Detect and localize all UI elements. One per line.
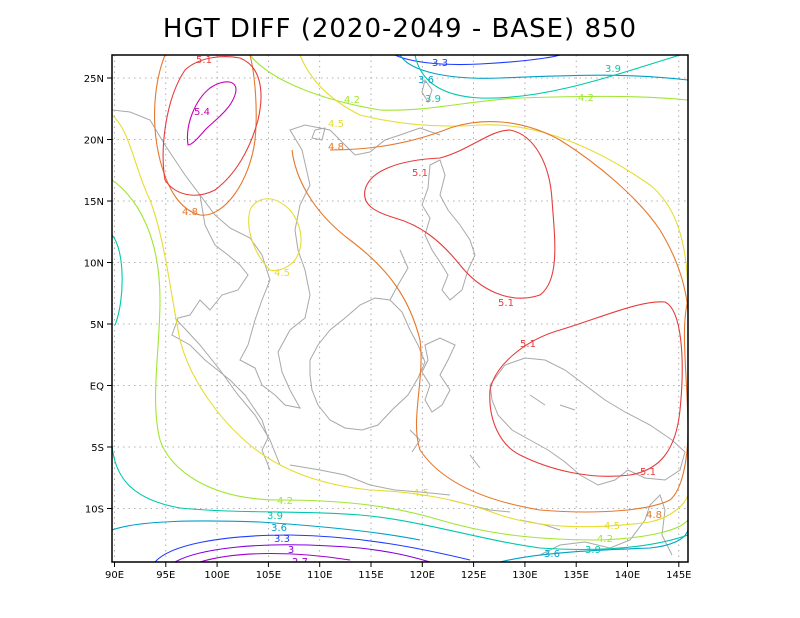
contour-label: 5.1 (520, 339, 536, 350)
latitude-labels: 25N 20N 15N 10N 5N EQ 5S 10S (84, 74, 104, 516)
coastlines (112, 78, 686, 556)
contour-5-4 (186, 81, 237, 146)
lon-tick-label: 120E (410, 570, 435, 581)
lon-tick-label: 130E (512, 570, 537, 581)
coast-new-guinea (489, 357, 686, 486)
contour-4-8-west (154, 55, 257, 216)
contour-label: 5.4 (194, 107, 210, 118)
contour-5-1-west (162, 56, 262, 196)
lon-tick-label: 145E (666, 570, 691, 581)
contour-label: 3.6 (544, 549, 560, 560)
lon-tick-label: 125E (461, 570, 486, 581)
lat-tick-label: 15N (84, 197, 104, 208)
contour-3-9-north (414, 55, 681, 99)
axis-ticks (107, 77, 680, 567)
contour-label: 3 (288, 545, 294, 556)
coast-sulawesi (421, 337, 456, 413)
contour-label: 4.8 (328, 142, 344, 153)
contour-label: 4.2 (597, 534, 613, 545)
contour-3-9-west (112, 234, 123, 326)
contour-label: 4.2 (344, 95, 360, 106)
contour-4-2-west (112, 179, 688, 541)
contour-5-1-philippines (364, 129, 556, 299)
lon-tick-label: 115E (358, 570, 383, 581)
coast-mainland-asia (112, 109, 271, 471)
coast-java (289, 464, 451, 496)
longitude-labels: 90E 95E 100E 105E 110E 115E 120E 125E 130E 135E 14… (105, 570, 692, 581)
lon-tick-label: 100E (204, 570, 229, 581)
contour-label: 3.9 (605, 64, 621, 75)
lon-tick-label: 140E (615, 570, 640, 581)
contour-label: 4.2 (277, 496, 293, 507)
contour-label: 3.9 (585, 545, 601, 556)
coast-mindoro-palawan (389, 249, 409, 301)
lon-tick-label: 135E (563, 570, 588, 581)
lat-tick-label: 5N (90, 320, 104, 331)
coast-hainan (311, 127, 326, 141)
lat-tick-label: 20N (84, 136, 104, 147)
contour-4-5-west (112, 114, 688, 528)
contour-labels: 5.1 5.4 4.8 4.8 4.5 4.5 4.2 4.2 3.3 3.6 … (182, 55, 662, 568)
map-title: HGT DIFF (2020-2049 - BASE) 850 (162, 14, 638, 44)
lat-tick-label: 25N (84, 74, 104, 85)
contour-label: 4.2 (578, 93, 594, 104)
contour-2-7 (199, 552, 351, 562)
contour-label: 3.6 (418, 75, 434, 86)
lon-tick-label: 105E (256, 570, 281, 581)
contour-label: 2.7 (292, 557, 308, 568)
lat-tick-label: 10N (84, 259, 104, 270)
coast-indochina (199, 124, 441, 409)
lon-tick-label: 110E (307, 570, 332, 581)
contour-3-3-north (394, 55, 561, 66)
map-frame (111, 54, 689, 563)
contour-label: 4.5 (274, 268, 290, 279)
contour-4-5-loop (248, 198, 302, 272)
contour-label: 3.3 (432, 58, 448, 69)
contour-3-9-south (112, 444, 688, 551)
contour-label: 4.8 (182, 207, 198, 218)
coast-islands-south (409, 394, 576, 531)
contour-4-5-north (299, 55, 688, 301)
coast-philippines (421, 159, 476, 301)
contour-4-2-north (249, 55, 688, 111)
contour-3-6-south (112, 520, 688, 562)
grid-lines (112, 55, 688, 562)
contour-3-3-south (154, 534, 471, 562)
lon-tick-label: 90E (105, 570, 124, 581)
coast-australia (539, 494, 673, 556)
lat-tick-label: 5S (91, 443, 104, 454)
contour-3 (174, 544, 431, 562)
coast-taiwan (421, 78, 433, 104)
contour-label: 3.6 (271, 523, 287, 534)
contour-label: 3.3 (274, 534, 290, 545)
contour-4-8-main (291, 121, 688, 513)
lat-tick-label: 10S (85, 505, 104, 516)
contour-5-1-newguinea (489, 301, 683, 477)
contour-label: 3.9 (425, 94, 441, 105)
contour-label: 5.1 (196, 55, 212, 66)
lat-tick-label: EQ (90, 382, 104, 393)
contour-label: 5.1 (498, 298, 514, 309)
contour-label: 5.1 (412, 168, 428, 179)
contour-label: 4.5 (413, 488, 429, 499)
contour-label: 5.1 (640, 467, 656, 478)
contour-label: 4.8 (646, 510, 662, 521)
lon-tick-label: 95E (156, 570, 175, 581)
contour-label: 4.5 (604, 521, 620, 532)
contour-label: 3.9 (267, 511, 283, 522)
coast-sumatra (174, 317, 281, 466)
coast-borneo (309, 297, 426, 431)
contour-label: 4.5 (328, 119, 344, 130)
